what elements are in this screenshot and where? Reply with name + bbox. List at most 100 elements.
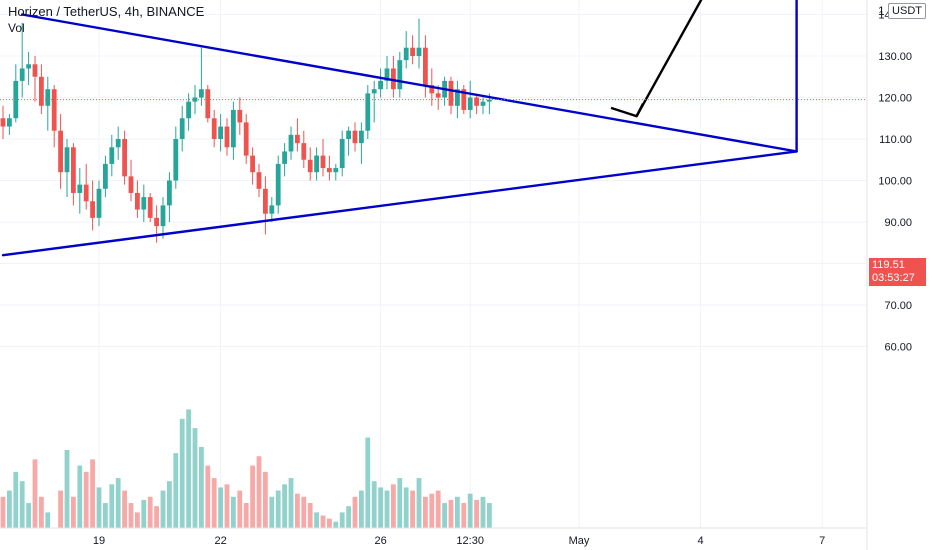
- candle-body: [211, 118, 217, 139]
- candle-body: [186, 101, 191, 119]
- volume-label: Vol: [8, 21, 25, 35]
- candle-body: [487, 99, 492, 102]
- candle-body: [269, 205, 275, 214]
- volume-bar: [224, 484, 230, 528]
- time-tick-label: 19: [93, 535, 105, 547]
- volume-bar: [186, 409, 191, 528]
- candle-body: [243, 122, 249, 156]
- candle-body: [7, 118, 12, 127]
- volume-bar: [282, 484, 287, 528]
- price-axis[interactable]: 60.0070.0080.0090.00100.00110.00120.0013…: [878, 0, 912, 354]
- volume-bar: [179, 418, 185, 528]
- candle-body: [288, 134, 294, 152]
- volume-bar: [26, 503, 31, 528]
- volume-bar: [160, 490, 166, 528]
- candle-body: [231, 109, 236, 148]
- candle-body: [96, 188, 102, 218]
- volume-bar: [442, 503, 447, 528]
- time-tick-label: May: [569, 535, 590, 547]
- candle-body: [77, 184, 83, 193]
- candle-body: [115, 139, 121, 148]
- candlesticks: [0, 18, 492, 243]
- volume-bar: [141, 499, 147, 528]
- candle-body: [51, 89, 57, 131]
- candle-body: [256, 172, 262, 189]
- candle-body: [71, 147, 76, 193]
- volume-bar: [480, 496, 486, 528]
- volume-bar: [320, 515, 326, 528]
- volume-bar: [314, 512, 319, 528]
- currency-badge[interactable]: USDT: [888, 3, 926, 19]
- candle-body: [448, 80, 454, 106]
- volume-bar: [359, 490, 364, 528]
- volume-bar: [455, 496, 460, 528]
- volume-bar: [365, 437, 371, 528]
- volume-bar: [71, 496, 76, 528]
- candle-body: [474, 97, 479, 106]
- volume-bar: [205, 465, 211, 528]
- candle-body: [282, 151, 287, 164]
- volume-bar: [474, 499, 479, 528]
- price-tick-label: 100.00: [878, 176, 912, 188]
- volume-bar: [352, 496, 358, 528]
- candle-body: [205, 89, 211, 119]
- candle-body: [371, 89, 377, 94]
- candle-body: [83, 184, 89, 202]
- volume-bar: [423, 496, 428, 528]
- volume-bar: [435, 490, 441, 528]
- candle-body: [384, 68, 390, 81]
- volume-bar: [250, 465, 255, 528]
- candle-body: [410, 47, 415, 56]
- volume-bar: [115, 478, 121, 528]
- time-tick-label: 7: [819, 535, 825, 547]
- volume-bar: [263, 471, 268, 528]
- volume-bar: [147, 496, 153, 528]
- volume-bar: [448, 499, 454, 528]
- candle-body: [135, 192, 140, 210]
- volume-bar: [135, 512, 140, 528]
- volume-bar: [288, 478, 294, 528]
- price-tick-label: 130.00: [878, 51, 912, 63]
- volume-bar: [339, 512, 345, 528]
- candle-body: [39, 76, 44, 106]
- time-tick-label: 4: [698, 535, 704, 547]
- bar-countdown: 03:53:27: [872, 272, 915, 284]
- volume-bar: [218, 487, 223, 528]
- candle-body: [64, 147, 70, 173]
- volume-bar: [378, 487, 383, 528]
- volume-bar: [77, 465, 83, 528]
- candle-body: [307, 159, 313, 173]
- volume-bar: [199, 446, 204, 528]
- volume-bar: [83, 471, 89, 528]
- candle-body: [435, 93, 441, 98]
- price-tick-label: 60.00: [884, 342, 912, 354]
- volume-bar: [167, 481, 172, 528]
- candle-body: [263, 188, 268, 214]
- volume-bar: [211, 478, 217, 528]
- candle-body: [275, 163, 281, 206]
- candle-body: [103, 163, 108, 189]
- arrow-up: [635, 0, 703, 117]
- volume-bar: [403, 487, 409, 528]
- volume-bar: [429, 493, 435, 528]
- price-tick-label: 120.00: [878, 93, 912, 105]
- volume-bar: [397, 478, 403, 528]
- candle-body: [26, 64, 31, 69]
- candle-body: [90, 201, 95, 218]
- candle-body: [218, 126, 223, 139]
- time-axis[interactable]: 19 22 26 12:30 May 4 7: [93, 535, 825, 547]
- candle-body: [403, 47, 409, 61]
- trendline-upper: [21, 13, 798, 153]
- drawings: [1, 0, 798, 257]
- volume-bars: [0, 409, 492, 528]
- candle-body: [173, 139, 179, 181]
- candle-body: [19, 68, 25, 81]
- candle-body: [167, 180, 172, 206]
- candle-body: [122, 139, 127, 177]
- volume-bar: [7, 490, 12, 528]
- volume-bar: [416, 478, 422, 528]
- volume-bar: [128, 503, 134, 528]
- candle-body: [416, 47, 422, 56]
- volume-bar: [122, 490, 127, 528]
